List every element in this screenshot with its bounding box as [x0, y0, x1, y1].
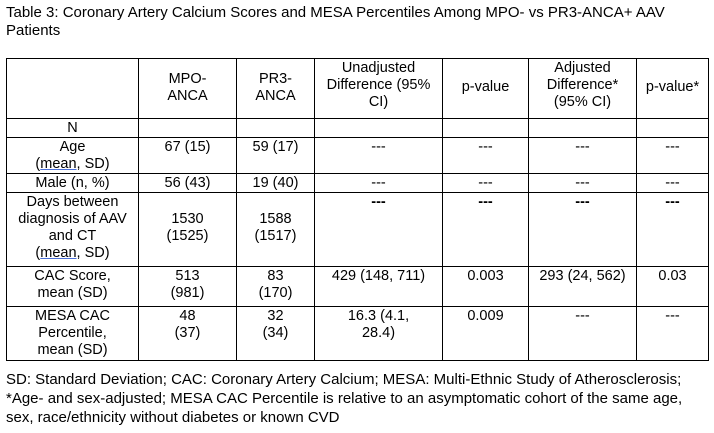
- table-row-cac: CAC Score, mean (SD) 513 (981) 83 (170) …: [6, 266, 709, 307]
- age-label-rest: , SD): [76, 156, 110, 172]
- cell-cac-unadj: 429 (148, 711): [314, 266, 443, 307]
- header-p-value: p-value: [442, 58, 529, 119]
- cell-cac-padj: 0.03: [636, 266, 709, 307]
- cell-cac-pr3: 83 (170): [236, 266, 315, 307]
- cell-days-unadj: ---: [314, 192, 443, 267]
- table-row-age: Age (mean, SD) 67 (15) 59 (17) --- --- -…: [6, 137, 709, 174]
- age-label-open: (: [35, 156, 41, 172]
- cell-days-padj: ---: [636, 192, 709, 267]
- header-pr3-anca: PR3-ANCA: [236, 58, 315, 119]
- cell-n-padj: [636, 118, 709, 138]
- cell-cac-mpo: 513 (981): [138, 266, 237, 307]
- row-label-mesa: MESA CAC Percentile, mean (SD): [6, 306, 139, 361]
- cell-cac-p: 0.003: [442, 266, 529, 307]
- header-mpo-anca: MPO-ANCA: [138, 58, 237, 119]
- days-label-main: Days between diagnosis of AAV and CT: [18, 194, 127, 244]
- cell-mesa-pr3: 32 (34): [236, 306, 315, 361]
- cell-male-pr3: 19 (40): [236, 173, 315, 193]
- cell-male-adj: ---: [528, 173, 637, 193]
- age-label-mean: mean: [40, 156, 77, 172]
- cell-n-adj: [528, 118, 637, 138]
- row-label-age: Age (mean, SD): [6, 137, 139, 174]
- header-empty-cell: [6, 58, 139, 119]
- cell-mesa-padj: ---: [636, 306, 709, 361]
- cell-mesa-adj: ---: [528, 306, 637, 361]
- header-unadjusted-difference: Unadjusted Difference (95% CI): [314, 58, 443, 119]
- table-row-male: Male (n, %) 56 (43) 19 (40) --- --- --- …: [6, 173, 709, 193]
- cell-n-p: [442, 118, 529, 138]
- cell-cac-adj: 293 (24, 562): [528, 266, 637, 307]
- cell-days-adj: ---: [528, 192, 637, 267]
- cell-male-p: ---: [442, 173, 529, 193]
- header-p-value-adjusted: p-value*: [636, 58, 709, 119]
- cell-mesa-mpo: 48 (37): [138, 306, 237, 361]
- cell-male-unadj: ---: [314, 173, 443, 193]
- cell-n-mpo: [138, 118, 237, 138]
- cell-n-pr3: [236, 118, 315, 138]
- cell-days-mpo: 1530 (1525): [138, 192, 237, 267]
- cell-age-mpo: 67 (15): [138, 137, 237, 174]
- age-label-line1: Age: [59, 139, 86, 155]
- header-row: MPO-ANCA PR3-ANCA Unadjusted Difference …: [6, 58, 709, 119]
- days-label-mean: mean: [40, 245, 77, 261]
- cell-age-p: ---: [442, 137, 529, 174]
- cell-age-adj: ---: [528, 137, 637, 174]
- header-adjusted-difference: Adjusted Difference* (95% CI): [528, 58, 637, 119]
- table-footnote: SD: Standard Deviation; CAC: Coronary Ar…: [6, 371, 683, 426]
- table-row-n: N: [6, 118, 709, 138]
- cell-mesa-unadj: 16.3 (4.1, 28.4): [314, 306, 443, 361]
- cell-age-pr3: 59 (17): [236, 137, 315, 174]
- cell-days-pr3: 1588 (1517): [236, 192, 315, 267]
- cell-mesa-p: 0.009: [442, 306, 529, 361]
- cell-days-p: ---: [442, 192, 529, 267]
- days-label-rest: , SD): [76, 245, 110, 261]
- cell-age-padj: ---: [636, 137, 709, 174]
- cell-male-padj: ---: [636, 173, 709, 193]
- row-label-days: Days between diagnosis of AAV and CT (me…: [6, 192, 139, 267]
- table-row-mesa: MESA CAC Percentile, mean (SD) 48 (37) 3…: [6, 306, 709, 361]
- row-label-cac: CAC Score, mean (SD): [6, 266, 139, 307]
- results-table: MPO-ANCA PR3-ANCA Unadjusted Difference …: [6, 58, 709, 361]
- cell-age-unadj: ---: [314, 137, 443, 174]
- days-label-open: (: [35, 245, 41, 261]
- row-label-n: N: [6, 118, 139, 138]
- cell-n-unadj: [314, 118, 443, 138]
- cell-male-mpo: 56 (43): [138, 173, 237, 193]
- row-label-male: Male (n, %): [6, 173, 139, 193]
- table-title: Table 3: Coronary Artery Calcium Scores …: [6, 4, 665, 39]
- table-row-days: Days between diagnosis of AAV and CT (me…: [6, 192, 709, 267]
